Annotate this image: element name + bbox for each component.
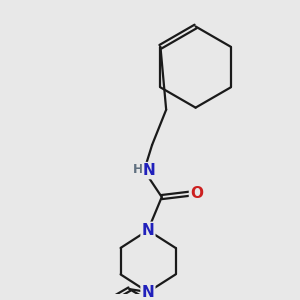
Text: H: H: [133, 163, 143, 176]
Text: N: N: [142, 223, 154, 238]
Text: N: N: [143, 163, 156, 178]
Text: O: O: [190, 186, 203, 201]
Text: N: N: [142, 285, 154, 300]
